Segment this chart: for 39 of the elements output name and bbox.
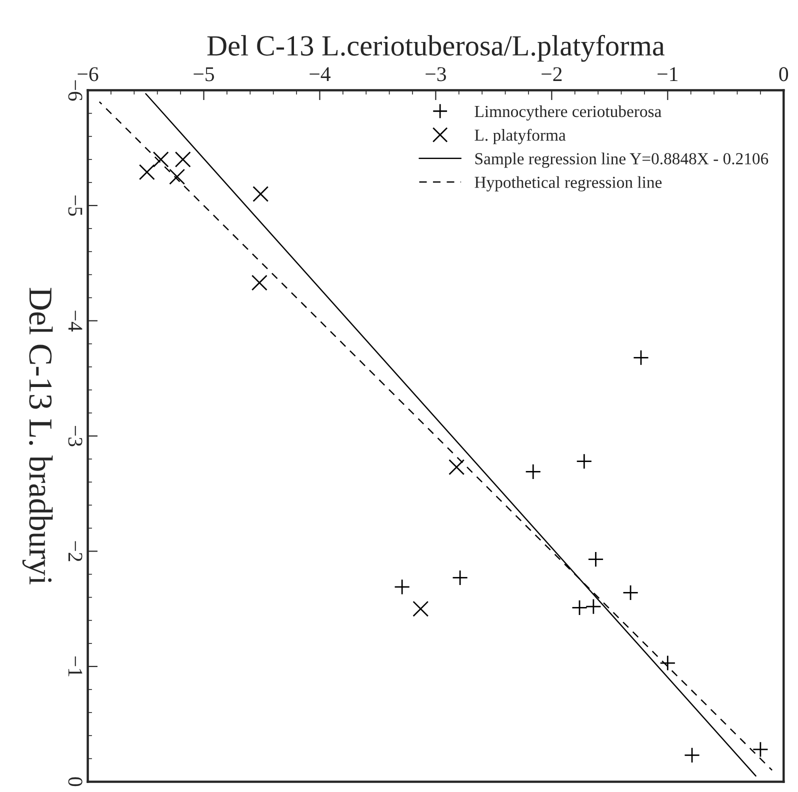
point	[585, 598, 602, 615]
x-tick-label: −2	[542, 67, 562, 81]
legend-label: Hypothetical regression line	[474, 176, 662, 192]
x-axis-title: Del C-13 L.ceriotuberosa/L.platyforma	[207, 34, 665, 62]
y-tick-label: 0	[68, 777, 82, 786]
legend-label: L. platyforma	[474, 128, 566, 144]
y-tick-label: −3	[68, 426, 82, 446]
point	[138, 164, 155, 180]
point	[448, 459, 465, 476]
point	[252, 186, 269, 202]
x-tick-label: −4	[310, 67, 330, 81]
x-tick-label: 0	[779, 67, 788, 82]
point	[576, 453, 592, 470]
point	[251, 274, 268, 291]
point	[660, 655, 676, 671]
point	[412, 600, 429, 617]
legend-label: Sample regression line Y=0.8848X - 0.2106	[475, 152, 768, 168]
y-tick-label: −6	[68, 80, 82, 101]
point	[633, 350, 649, 366]
x-tick-label: −6	[78, 67, 98, 82]
y-tick-label: −5	[68, 195, 82, 216]
y-axis-title: Del C-13 L. bradburyi	[22, 288, 53, 584]
x-tick-label: −5	[194, 67, 214, 82]
point	[684, 747, 700, 764]
point	[394, 578, 410, 595]
x-tick-label: −3	[426, 67, 446, 82]
y-tick-label: −2	[68, 541, 82, 562]
legend-label: Limnocythere ceriotuberosa	[474, 105, 662, 121]
point	[752, 741, 768, 758]
point	[169, 168, 186, 185]
point	[152, 151, 169, 168]
point	[572, 600, 588, 616]
y-tick-label: −1	[68, 656, 82, 676]
x-tick-label: −1	[658, 67, 678, 81]
y-tick-label: −4	[68, 310, 82, 332]
point	[622, 584, 639, 601]
point	[525, 464, 542, 480]
point	[452, 570, 468, 586]
point	[174, 151, 191, 168]
